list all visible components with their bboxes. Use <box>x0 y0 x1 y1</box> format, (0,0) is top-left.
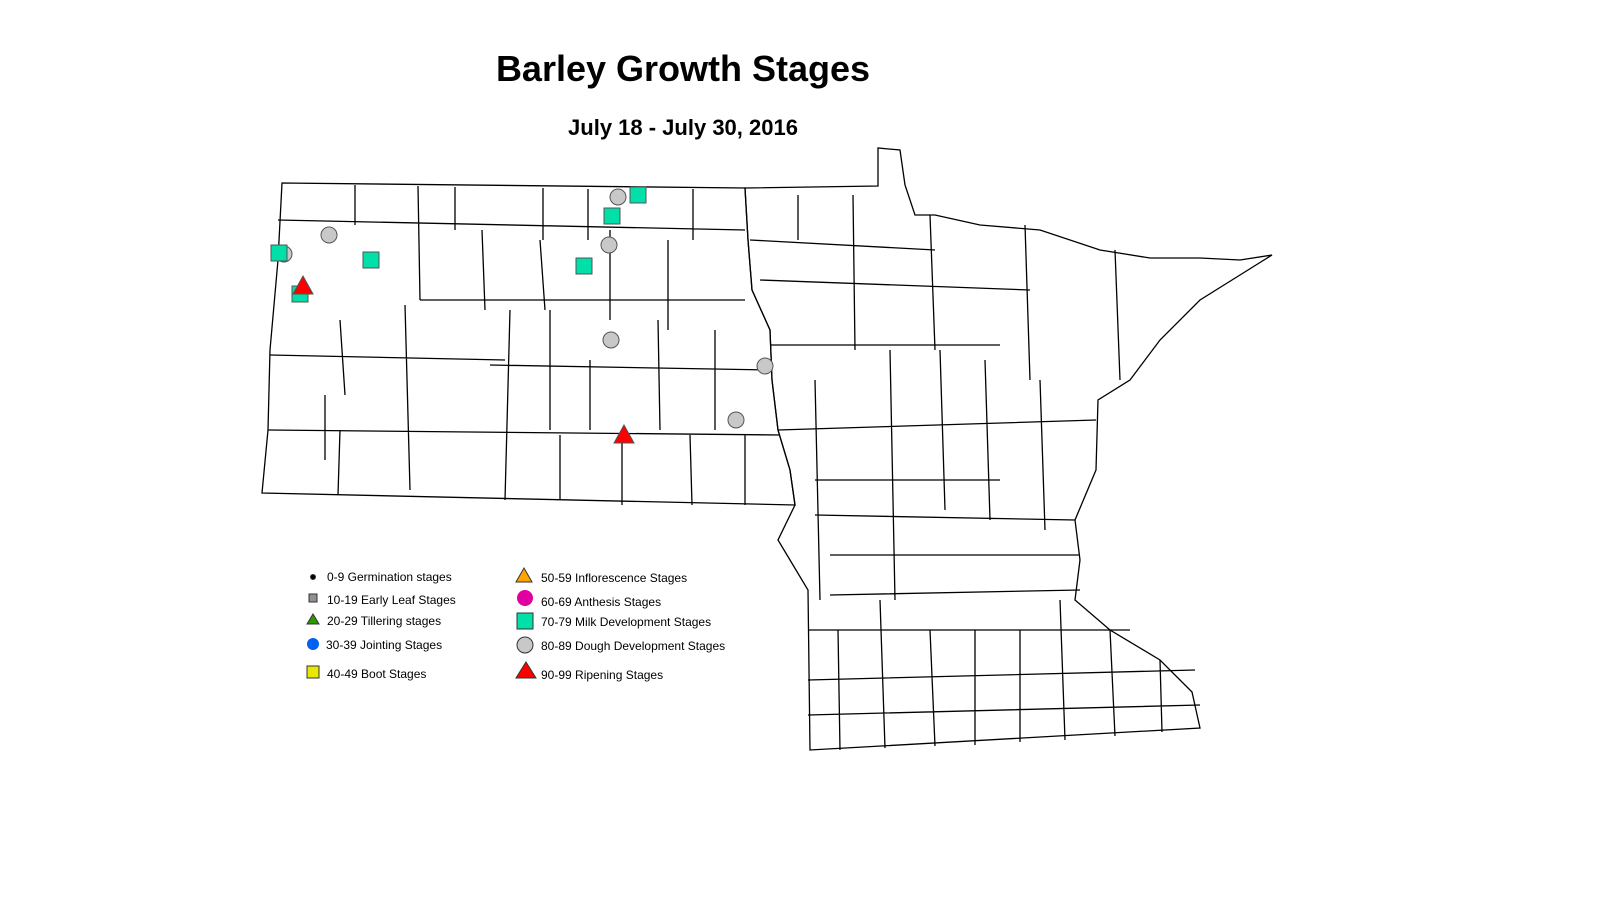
legend-label: 0-9 Germination stages <box>327 570 452 584</box>
milk-stage-marker <box>270 244 288 262</box>
legend-label: 50-59 Inflorescence Stages <box>541 571 688 585</box>
ripening-stage-marker <box>292 274 314 295</box>
legend-label: 20-29 Tillering stages <box>327 614 442 628</box>
legend-symbols <box>306 566 537 679</box>
boot-symbol <box>306 665 320 679</box>
milk-stage-marker <box>362 251 380 269</box>
county-boundaries <box>261 147 1273 751</box>
early-leaf-symbol <box>308 593 318 603</box>
legend-label: 30-39 Jointing Stages <box>326 638 443 652</box>
map-title: Barley Growth Stages <box>495 48 871 89</box>
milk-stage-marker <box>629 186 647 204</box>
map-subtitle: July 18 - July 30, 2016 <box>568 115 798 140</box>
tillering-symbol <box>306 613 320 625</box>
dough-symbol <box>516 636 534 654</box>
dough-stage-marker <box>320 226 338 244</box>
ripening-symbol <box>515 661 537 679</box>
legend-label: 40-49 Boot Stages <box>327 667 427 681</box>
legend-label: 10-19 Early Leaf Stages <box>327 593 456 607</box>
legend-label: 70-79 Milk Development Stages <box>541 615 712 629</box>
legend-label: 60-69 Anthesis Stages <box>541 595 662 609</box>
milk-stage-marker <box>575 257 593 275</box>
germination-symbol <box>310 574 316 580</box>
dough-stage-marker <box>602 331 620 349</box>
observation-markers <box>270 186 774 444</box>
minnesota-outline <box>744 147 1273 751</box>
inflorescence-symbol <box>515 566 533 583</box>
jointing-symbol <box>307 638 319 650</box>
milk-symbol <box>516 612 534 630</box>
milk-stage-marker <box>603 207 621 225</box>
dough-stage-marker <box>609 188 627 206</box>
ripening-stage-marker <box>613 423 635 444</box>
legend-label: 90-99 Ripening Stages <box>541 668 664 682</box>
dough-stage-marker <box>756 357 774 375</box>
anthesis-symbol <box>517 590 533 606</box>
dough-stage-marker <box>727 411 745 429</box>
dough-stage-marker <box>600 236 618 254</box>
legend-label: 80-89 Dough Development Stages <box>541 639 726 653</box>
